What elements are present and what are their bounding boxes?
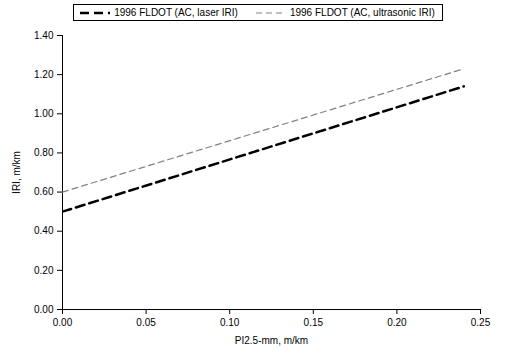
svg-text:1.00: 1.00 [34, 108, 54, 119]
svg-text:0.00: 0.00 [53, 317, 73, 328]
svg-text:0.00: 0.00 [34, 304, 54, 315]
svg-text:0.60: 0.60 [34, 186, 54, 197]
html-text:1996 FLDOT (AC, ultrasonic IRI: 1996 FLDOT (AC, ultrasonic IRI) [289, 7, 435, 18]
html-text:1996 FLDOT (AC, laser IRI): 1996 FLDOT (AC, laser IRI) [114, 7, 238, 18]
svg-text:0.20: 0.20 [387, 317, 407, 328]
svg-text:1.20: 1.20 [34, 69, 54, 80]
svg-text:0.40: 0.40 [34, 225, 54, 236]
svg-text:0.20: 0.20 [34, 265, 54, 276]
svg-text:PI2.5-mm, m/km: PI2.5-mm, m/km [235, 335, 308, 346]
svg-text:0.80: 0.80 [34, 147, 54, 158]
svg-text:0.25: 0.25 [471, 317, 491, 328]
svg-text:1.40: 1.40 [34, 30, 54, 41]
svg-text:0.05: 0.05 [136, 317, 156, 328]
svg-text:0.15: 0.15 [304, 317, 324, 328]
svg-text:IRI, m/km: IRI, m/km [11, 151, 22, 194]
svg-text:0.10: 0.10 [220, 317, 240, 328]
